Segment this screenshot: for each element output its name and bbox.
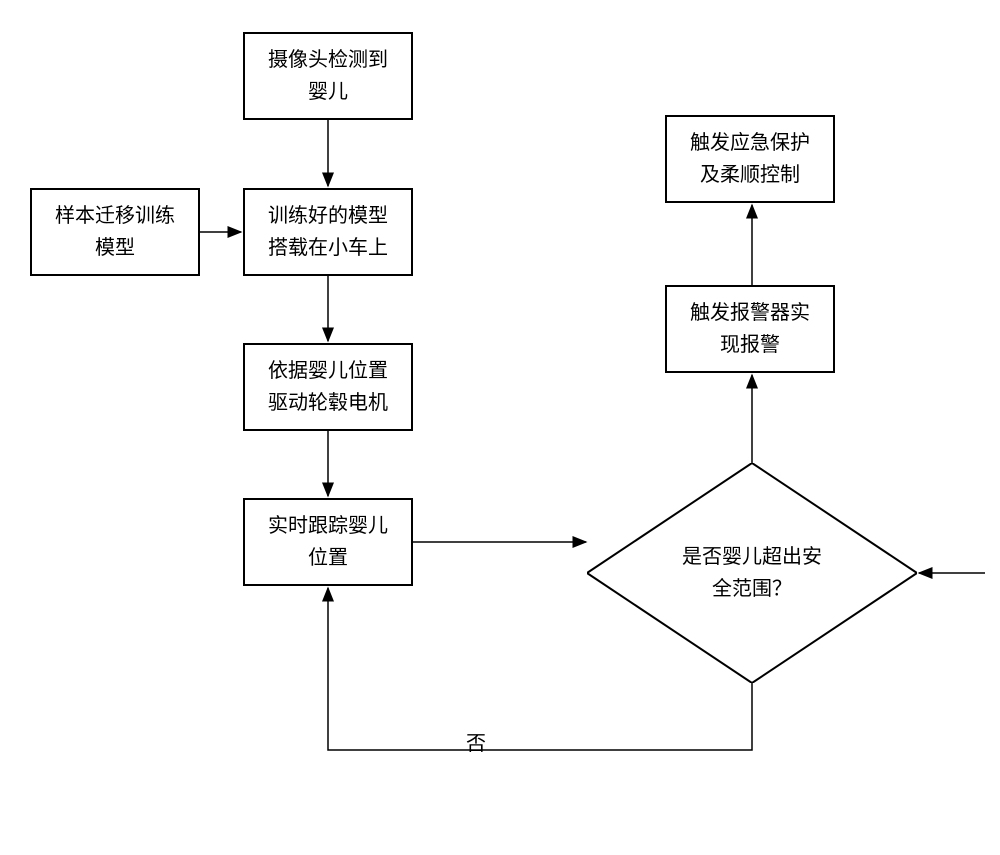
edge-label-no: 否 xyxy=(462,727,490,756)
node-text-line: 及柔顺控制 xyxy=(690,159,810,191)
node-drive-motor: 依据婴儿位置 驱动轮毂电机 xyxy=(243,343,413,431)
node-text-line: 触发应急保护 xyxy=(690,127,810,159)
node-decision-safe-range: 是否婴儿超出安 全范围？ xyxy=(587,463,917,683)
node-text-line: 婴儿 xyxy=(268,76,388,108)
node-emergency-protect: 触发应急保护 及柔顺控制 xyxy=(665,115,835,203)
node-text-line: 训练好的模型 xyxy=(268,200,388,232)
node-trained-model: 训练好的模型 搭载在小车上 xyxy=(243,188,413,276)
node-text-line: 依据婴儿位置 xyxy=(268,355,388,387)
node-sample-transfer: 样本迁移训练 模型 xyxy=(30,188,200,276)
node-text-line: 全范围？ xyxy=(682,573,822,605)
node-track-position: 实时跟踪婴儿 位置 xyxy=(243,498,413,586)
node-text-line: 触发报警器实 xyxy=(690,297,810,329)
node-text-line: 样本迁移训练 xyxy=(55,200,175,232)
node-text-line: 实时跟踪婴儿 xyxy=(268,510,388,542)
node-text-line: 模型 xyxy=(55,232,175,264)
flowchart-arrows xyxy=(0,0,1000,855)
node-text-line: 搭载在小车上 xyxy=(268,232,388,264)
node-text-line: 是否婴儿超出安 xyxy=(682,541,822,573)
node-trigger-alarm: 触发报警器实 现报警 xyxy=(665,285,835,373)
node-text-line: 驱动轮毂电机 xyxy=(268,387,388,419)
node-text-line: 现报警 xyxy=(690,329,810,361)
node-text-line: 摄像头检测到 xyxy=(268,44,388,76)
node-text-line: 位置 xyxy=(268,542,388,574)
node-camera-detect: 摄像头检测到 婴儿 xyxy=(243,32,413,120)
